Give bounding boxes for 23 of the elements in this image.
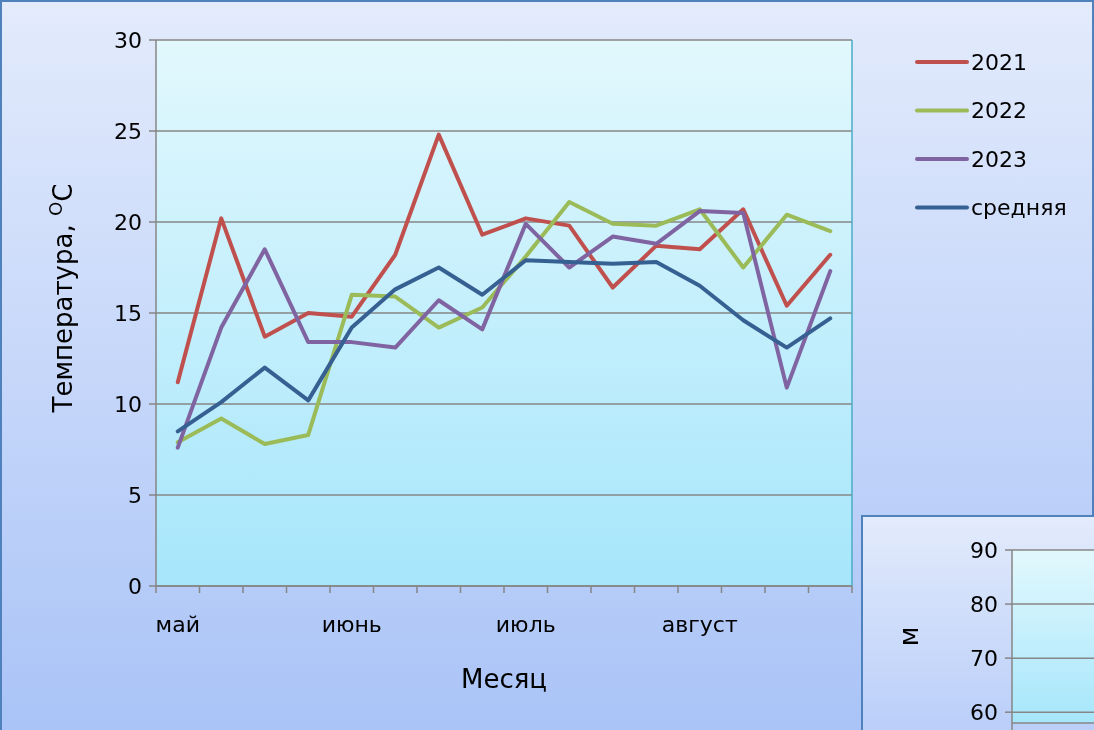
y-tick-label: 15: [114, 300, 142, 326]
legend-label: 2023: [971, 146, 1027, 172]
x-axis-title: Месяц: [460, 664, 548, 694]
y-tick-label: 30: [114, 27, 142, 53]
y-tick-label: 60: [970, 699, 998, 725]
legend-label: 2021: [971, 49, 1027, 75]
y-tick-label: 20: [114, 209, 142, 235]
y-tick-label: 90: [970, 537, 998, 563]
x-tick-label: май: [155, 612, 200, 637]
line-series: [175, 132, 833, 385]
y-tick-label: 10: [114, 391, 142, 417]
legend-label: 2022: [971, 98, 1027, 124]
y-tick-label: 25: [114, 118, 142, 144]
x-tick-label: август: [661, 612, 738, 637]
y-tick-label: 0: [128, 573, 142, 599]
y-axis-title: м: [894, 626, 924, 647]
x-tick-label: июнь: [321, 612, 382, 637]
y-tick-label: 80: [970, 591, 998, 617]
x-tick-label: июль: [495, 612, 556, 637]
y-tick-label: 5: [128, 482, 142, 508]
line-series: [175, 258, 833, 434]
y-tick-label: 70: [970, 645, 998, 671]
legend-label: средняя: [971, 195, 1067, 221]
